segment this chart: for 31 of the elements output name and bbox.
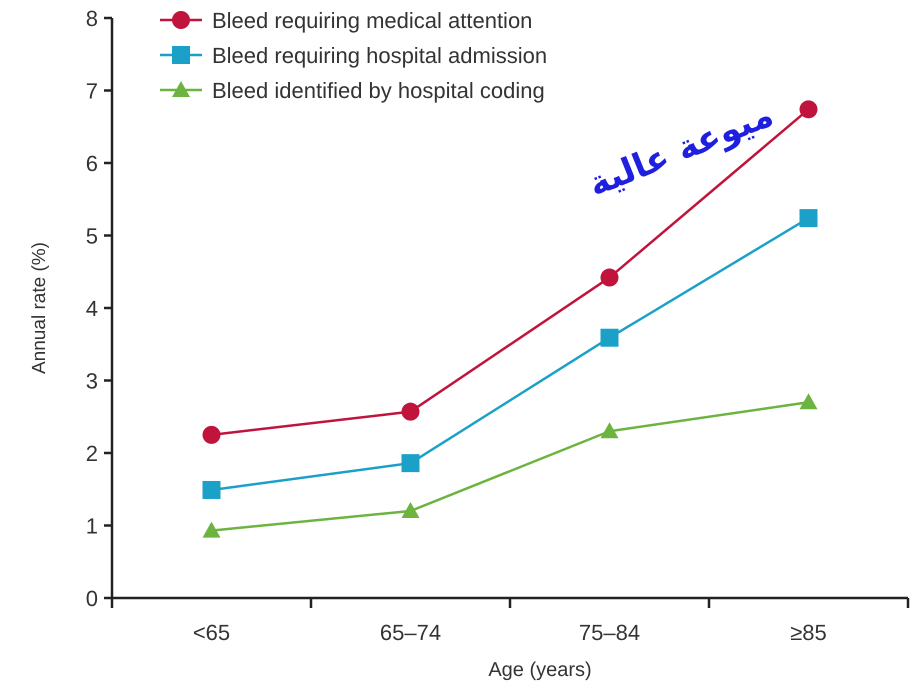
- y-tick-label: 7: [86, 78, 98, 104]
- x-tick-label: 75–84: [578, 620, 640, 645]
- legend-label: Bleed identified by hospital coding: [212, 78, 545, 103]
- point: [800, 100, 818, 118]
- point: [202, 426, 220, 444]
- y-tick-label: 1: [86, 514, 98, 538]
- point: [800, 209, 818, 228]
- x-axis-title: Age (years): [488, 659, 592, 681]
- point: [600, 422, 618, 438]
- y-tick-label: 8: [86, 6, 98, 31]
- annotation: ميوعة عالية: [582, 94, 779, 205]
- y-tick-label: 6: [86, 151, 98, 176]
- x-tick-label: <65: [192, 620, 230, 645]
- y-tick-label: 2: [86, 441, 98, 466]
- y-tick-label: 0: [86, 586, 98, 611]
- point: [202, 480, 220, 499]
- y-tick-label: 5: [86, 224, 98, 248]
- x-tick-label: 65–74: [380, 620, 442, 645]
- y-tick-label: 4: [86, 296, 98, 321]
- legend-label: Bleed requiring medical attention: [212, 8, 532, 33]
- point: [600, 268, 618, 287]
- y-axis-title: Annual rate (%): [29, 242, 50, 374]
- point: [600, 328, 618, 347]
- point: [202, 522, 220, 538]
- point: [800, 393, 818, 410]
- point: [402, 402, 420, 421]
- legend-label: Bleed requiring hospital admission: [212, 43, 548, 68]
- y-tick-label: 3: [86, 368, 98, 394]
- x-tick-label: ≥85: [790, 620, 827, 645]
- point: [402, 454, 420, 472]
- point: [402, 502, 420, 518]
